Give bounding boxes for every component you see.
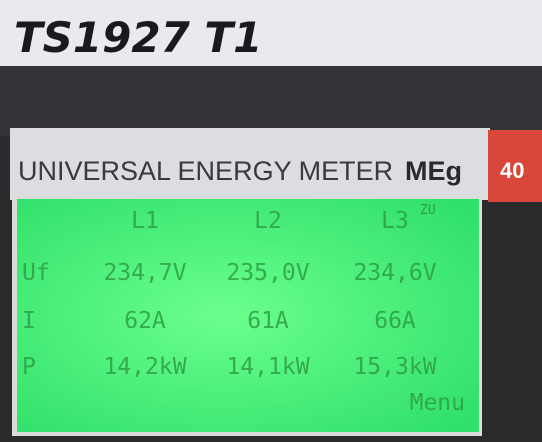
reading: 15,3kW bbox=[353, 354, 436, 380]
lcd-screen bbox=[17, 199, 479, 432]
reading: 62A bbox=[124, 308, 166, 334]
title-band bbox=[10, 128, 490, 200]
phase-header: L2 bbox=[254, 208, 282, 234]
reading: 66A bbox=[374, 308, 416, 334]
badge: 40 bbox=[500, 158, 524, 183]
brand: MEg bbox=[405, 156, 462, 186]
reading: 61A bbox=[247, 308, 289, 334]
menu-label: Menu bbox=[410, 390, 465, 416]
reading: 234,6V bbox=[353, 260, 436, 286]
badge-box bbox=[488, 130, 542, 202]
row-label: Uf bbox=[22, 260, 50, 286]
reading: 234,7V bbox=[103, 260, 186, 286]
reading: 14,2kW bbox=[103, 354, 186, 380]
phase-header: L3 bbox=[381, 208, 409, 234]
handwritten-label: TS1927 T1 bbox=[14, 13, 262, 62]
phase-header: L1 bbox=[131, 208, 159, 234]
reading: 235,0V bbox=[226, 260, 309, 286]
row-label: I bbox=[22, 308, 36, 334]
header-note: ZU bbox=[420, 203, 436, 218]
device-panel bbox=[0, 66, 542, 136]
device-title: UNIVERSAL ENERGY METER bbox=[18, 156, 393, 186]
reading: 14,1kW bbox=[226, 354, 309, 380]
lcd-content: L1 L2 L3 ZU Uf 234,7V 235,0V 234,6V I 62A 61A 66A P 1… bbox=[22, 203, 465, 416]
row-label: P bbox=[22, 354, 36, 380]
paper-label bbox=[0, 0, 542, 70]
